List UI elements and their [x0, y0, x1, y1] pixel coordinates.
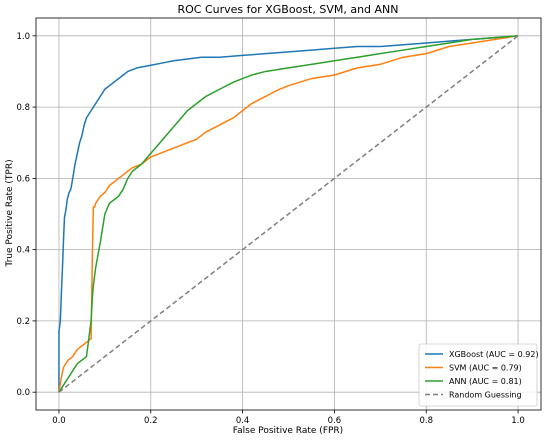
legend-entry-label: XGBoost (AUC = 0.92)	[449, 350, 539, 359]
y-tick-label: 0.4	[16, 246, 30, 256]
legend-box	[418, 343, 538, 407]
legend-entry-label: ANN (AUC = 0.81)	[449, 377, 522, 386]
x-tick-label: 1.0	[511, 416, 525, 426]
x-axis-label: False Positive Rate (FPR)	[233, 426, 343, 436]
y-tick-label: 0.2	[16, 317, 30, 327]
grid	[36, 18, 541, 410]
x-tick-label: 0.0	[52, 416, 66, 426]
x-tick-label: 0.6	[328, 416, 342, 426]
series-line-svm	[58, 35, 519, 393]
y-tick-label: 0.8	[16, 103, 30, 113]
x-tick-label: 0.2	[144, 416, 158, 426]
legend: XGBoost (AUC = 0.92) SVM (AUC = 0.79) ANN …	[418, 343, 539, 407]
chart-title: ROC Curves for XGBoost, SVM, and ANN	[177, 3, 398, 16]
y-tick-label: 0.0	[16, 388, 30, 398]
series-layer	[58, 35, 519, 393]
ticks: 0.0 0.2 0.4 0.6 0.8 1.0 0.0 0.2 0.4 0.6 0.8 1.0	[16, 32, 524, 426]
y-tick-label: 0.6	[16, 174, 30, 184]
plot-frame	[35, 17, 542, 411]
legend-entry-label: SVM (AUC = 0.79)	[449, 364, 522, 373]
series-line-random-guessing	[58, 35, 519, 393]
y-tick-label: 1.0	[16, 32, 30, 42]
legend-entry-label: Random Guessing	[449, 391, 522, 400]
series-line-ann	[58, 35, 519, 393]
series-line-xgboost	[58, 35, 519, 393]
x-tick-label: 0.4	[236, 416, 250, 426]
y-axis-label: True Positive Rate (TPR)	[5, 159, 15, 267]
x-tick-label: 0.8	[419, 416, 433, 426]
